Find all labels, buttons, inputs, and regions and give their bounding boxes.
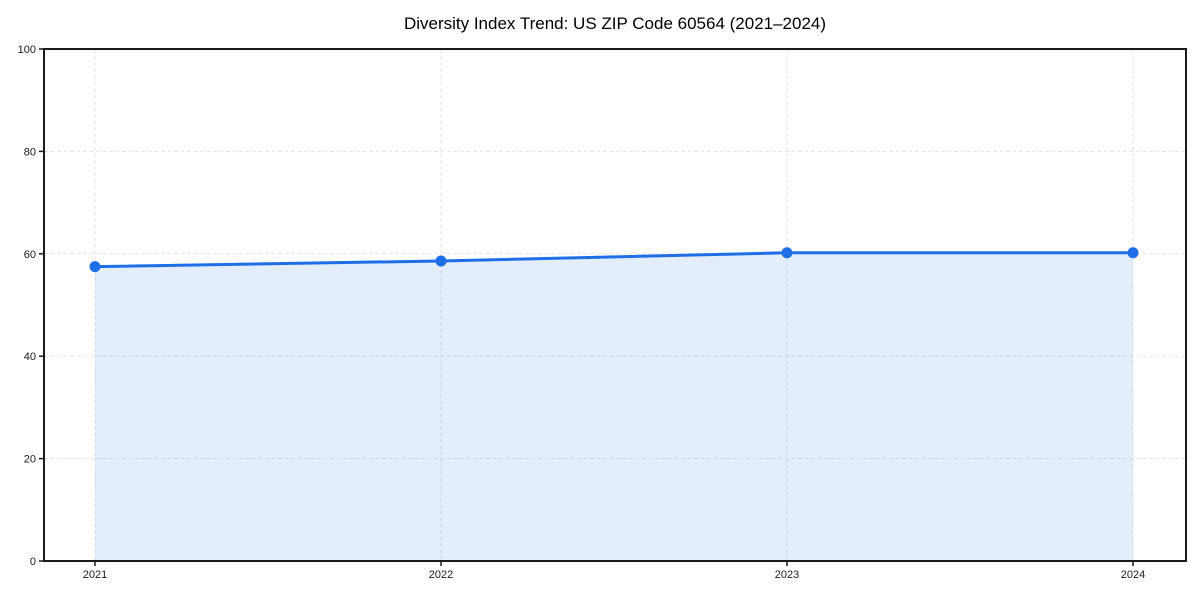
y-tick-label: 80 [24, 146, 36, 158]
axis-ticks [39, 48, 1134, 566]
axis-tick-labels: 0 20 40 60 80 100 2021 2022 2023 2024 [18, 44, 1146, 581]
y-tick-label: 0 [30, 556, 36, 568]
x-tick-label: 2024 [1121, 569, 1145, 581]
y-tick-label: 60 [24, 249, 36, 261]
area-fill [95, 252, 1133, 561]
data-point-2021 [89, 261, 101, 273]
y-tick-label: 100 [18, 44, 36, 56]
data-point-2024 [1127, 247, 1139, 259]
data-point-2022 [435, 255, 447, 267]
trend-line [93, 251, 1135, 269]
plot-border [43, 48, 1187, 562]
trend-polyline [93, 251, 1135, 269]
area-under-line [95, 252, 1133, 561]
y-tick-label: 40 [24, 351, 36, 363]
data-points [89, 247, 1139, 273]
x-tick-label: 2021 [83, 569, 107, 581]
chart-title: Diversity Index Trend: US ZIP Code 60564… [404, 14, 826, 33]
x-tick-label: 2022 [429, 569, 453, 581]
data-point-2023 [781, 247, 793, 259]
y-tick-label: 20 [24, 454, 36, 466]
axes-box [43, 48, 1187, 562]
x-tick-label: 2023 [775, 569, 799, 581]
